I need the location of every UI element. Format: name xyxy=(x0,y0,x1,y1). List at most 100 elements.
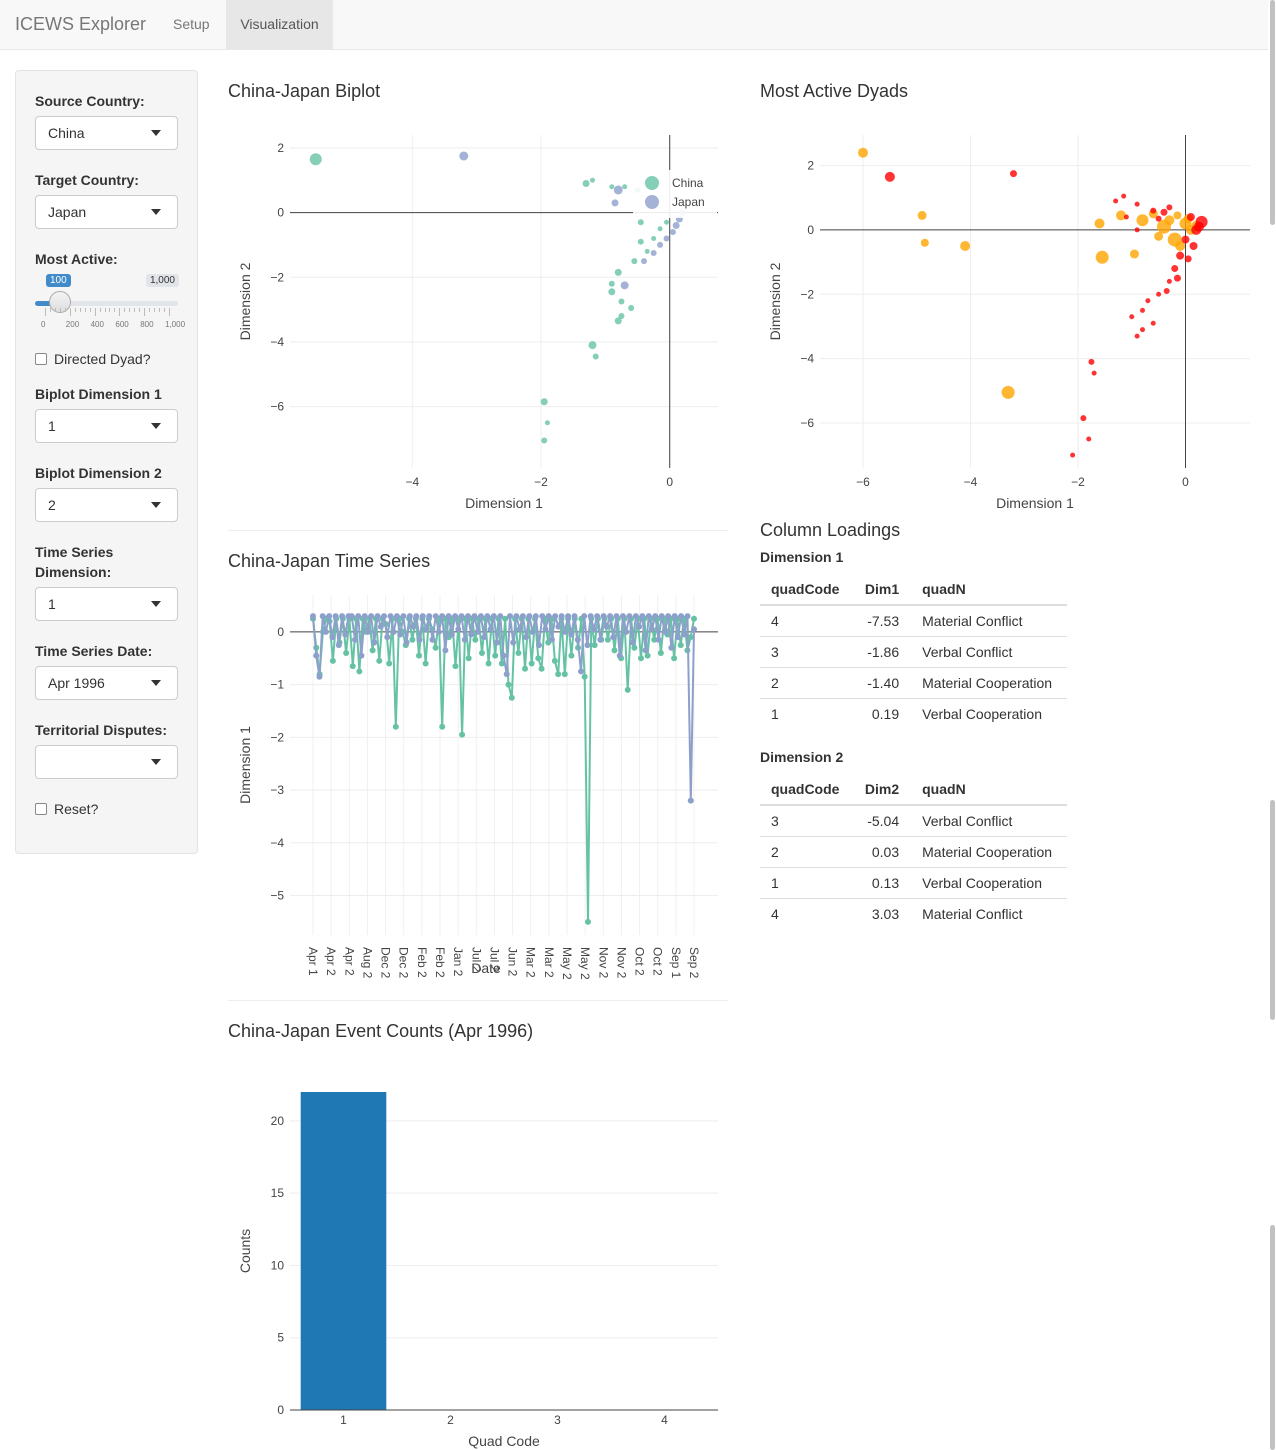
directed-dyad-checkbox[interactable]: Directed Dyad? xyxy=(35,351,151,367)
territorial-select[interactable] xyxy=(35,745,178,779)
table-header[interactable]: quadCode xyxy=(760,774,848,806)
series-point xyxy=(604,636,611,643)
series-point xyxy=(631,644,638,651)
table-header[interactable]: quadN xyxy=(911,574,1067,606)
series-point xyxy=(494,639,501,646)
scrollbar-thumb-inner[interactable] xyxy=(1270,800,1275,1020)
ts-dimension-select[interactable]: 1 xyxy=(35,587,178,621)
most-active-slider-fill xyxy=(35,301,60,306)
most-active-slider-handle[interactable] xyxy=(49,291,72,313)
scatter-point xyxy=(663,235,670,242)
scrollbar-thumb[interactable] xyxy=(1270,0,1275,225)
most-active-max: 1,000 xyxy=(145,274,179,287)
x-tick-label: −6 xyxy=(856,475,870,489)
source-country-select[interactable]: China xyxy=(35,116,178,150)
app-brand[interactable]: ICEWS Explorer xyxy=(15,14,147,34)
tab-setup[interactable]: Setup xyxy=(173,16,210,32)
ts-date-select[interactable]: Apr 1996 xyxy=(35,666,178,700)
series-point xyxy=(619,613,626,620)
scatter-point xyxy=(620,281,629,290)
table-row: 4 3.03 Material Conflict xyxy=(760,898,1067,929)
biplot-dim1-label: Biplot Dimension 1 xyxy=(35,386,162,402)
series-point xyxy=(522,665,529,672)
scatter-point xyxy=(609,184,615,190)
timeseries-chart[interactable]: Apr 1 Apr 2 Apr 2 Aug 2 Dec 2 Dec 2 Feb 2 Feb 2… xyxy=(228,585,728,990)
series-point xyxy=(416,652,423,659)
legend-label: China xyxy=(672,176,704,190)
x-tick-label: −2 xyxy=(534,475,548,489)
series-point xyxy=(349,663,356,670)
scatter-point xyxy=(650,250,657,257)
legend-box xyxy=(633,170,717,218)
series-point xyxy=(584,918,591,925)
x-axis-title: Dimension 1 xyxy=(465,495,543,511)
target-country-select[interactable]: Japan xyxy=(35,195,178,229)
x-tick-label: Sep 1 xyxy=(669,947,683,979)
series-point xyxy=(526,613,533,620)
table-cell: 3 xyxy=(760,636,848,668)
reset-label: Reset? xyxy=(54,801,99,817)
legend-marker xyxy=(645,176,659,190)
series-point xyxy=(644,652,651,659)
series-point xyxy=(552,613,559,620)
biplot-chart[interactable]: −4 −2 0 2 0 −2 −4 −6 Dimension 1 Dimension 2 China… xyxy=(228,110,728,520)
series-point xyxy=(587,613,594,620)
biplot-dim2-select[interactable]: 2 xyxy=(35,488,178,522)
caret-down-icon xyxy=(151,423,161,429)
scatter-point xyxy=(608,288,616,296)
reset-checkbox[interactable]: Reset? xyxy=(35,801,98,817)
loadings-title: Column Loadings xyxy=(760,520,901,540)
table-cell: 1 xyxy=(760,698,848,729)
y-tick-label: 0 xyxy=(807,223,814,237)
y-tick-label: −2 xyxy=(800,287,814,301)
biplot-title: China-Japan Biplot xyxy=(228,81,381,101)
series-point xyxy=(678,613,685,620)
tab-visualization[interactable]: Visualization xyxy=(226,0,333,49)
series-point xyxy=(555,671,562,678)
x-tick-label: May 2 xyxy=(578,947,592,980)
series-point xyxy=(445,613,452,620)
x-tick-label: 3 xyxy=(554,1413,561,1427)
series-point xyxy=(422,660,429,667)
series-point xyxy=(442,647,449,654)
scatter-point xyxy=(309,153,322,166)
table-header[interactable]: quadN xyxy=(911,774,1067,806)
table-header[interactable]: Dim1 xyxy=(847,574,912,606)
y-tick-label: −3 xyxy=(270,783,284,797)
series-point xyxy=(532,613,539,620)
series-point xyxy=(471,613,478,620)
series-point xyxy=(403,639,410,646)
counts-chart[interactable]: 0 5 10 15 20 1 2 3 4 Quad Code Counts xyxy=(228,1060,728,1450)
series-point xyxy=(432,644,439,651)
checkbox-icon[interactable] xyxy=(35,803,47,815)
loadings-dim2-table: quadCode Dim2 quadN 3 -5.04 Verbal Conflic… xyxy=(760,774,1067,929)
series-point xyxy=(502,615,509,622)
y-tick-label: −5 xyxy=(270,888,284,902)
x-tick-label: Jan 2 xyxy=(451,947,465,977)
table-header[interactable]: Dim2 xyxy=(847,774,912,806)
scrollbar-thumb-lower[interactable] xyxy=(1270,1225,1275,1450)
dyads-chart[interactable]: −6 −4 −2 0 2 0 −2 −4 −6 Dimension 1 Dimension 2 xyxy=(760,110,1260,520)
table-cell: -1.40 xyxy=(847,667,912,699)
table-header[interactable]: quadCode xyxy=(760,574,848,606)
checkbox-icon[interactable] xyxy=(35,353,47,365)
scatter-point xyxy=(631,258,638,265)
series-point xyxy=(452,663,459,670)
series-point xyxy=(416,636,423,643)
legend-marker xyxy=(645,195,659,209)
caret-down-icon xyxy=(151,759,161,765)
slider-tick-label: 1,000 xyxy=(165,320,186,329)
x-tick-label: 1 xyxy=(340,1413,347,1427)
page-scrollbar[interactable] xyxy=(1268,0,1276,1450)
slider-grid-tick xyxy=(99,308,101,312)
scatter-point xyxy=(858,147,868,158)
series-point xyxy=(574,636,581,643)
series-point xyxy=(674,634,681,641)
biplot-dim1-select[interactable]: 1 xyxy=(35,409,178,443)
most-active-slider-track[interactable] xyxy=(35,301,178,306)
slider-grid-tick xyxy=(84,308,86,312)
table-cell: -1.86 xyxy=(847,636,912,668)
most-active-label: Most Active: xyxy=(35,251,118,267)
slider-tick-label: 400 xyxy=(90,320,104,329)
territorial-label: Territorial Disputes: xyxy=(35,722,167,738)
